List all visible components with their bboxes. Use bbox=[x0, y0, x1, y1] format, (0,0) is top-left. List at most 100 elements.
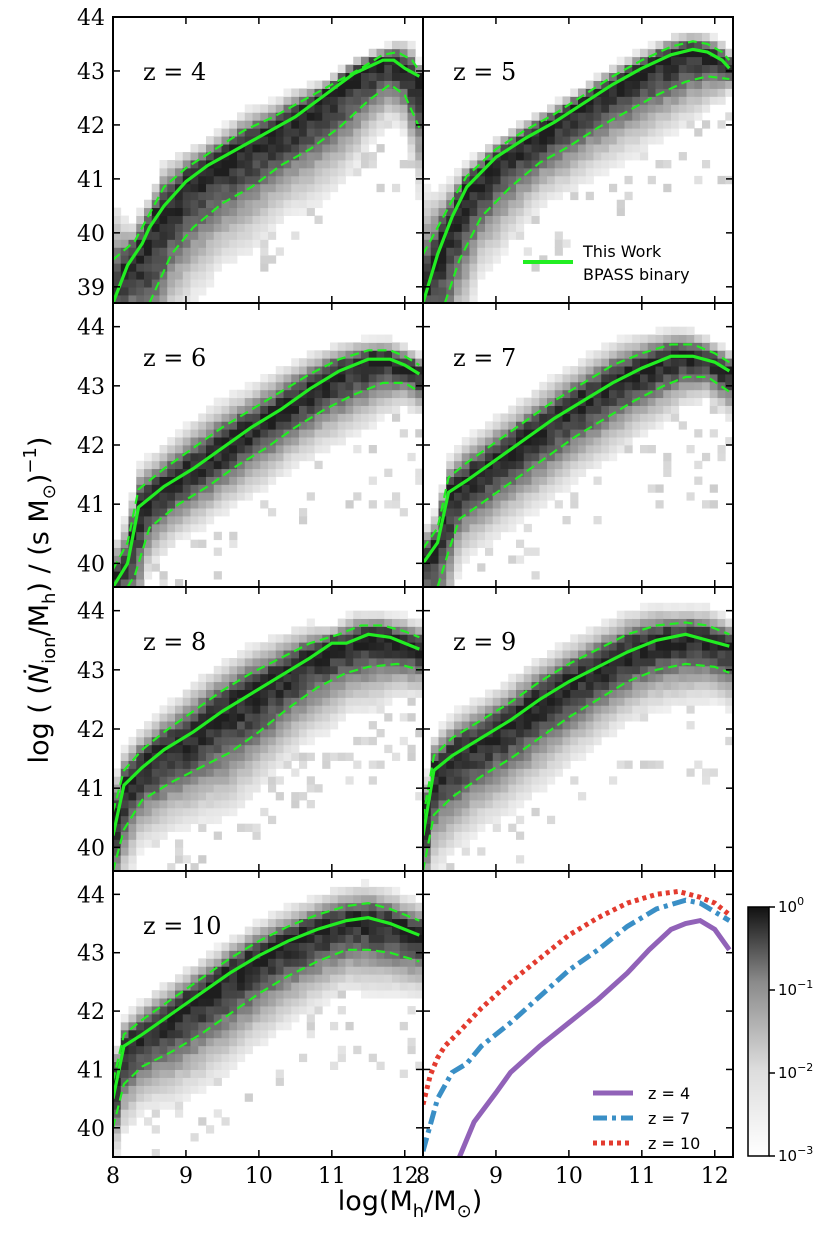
heatmap-cell bbox=[283, 926, 292, 935]
median-line bbox=[113, 58, 421, 303]
heatmap-cell bbox=[221, 429, 230, 438]
heatmap-cell bbox=[678, 334, 687, 343]
heatmap-cell bbox=[221, 689, 230, 698]
heatmap-cell bbox=[430, 223, 439, 232]
heatmap-cell bbox=[136, 752, 145, 761]
heatmap-cell bbox=[136, 998, 145, 1007]
heatmap-cell bbox=[384, 112, 393, 121]
heatmap-cell bbox=[128, 1021, 137, 1031]
heatmap-cell bbox=[547, 437, 556, 446]
heatmap-cell bbox=[671, 350, 680, 359]
heatmap-cell bbox=[198, 199, 207, 209]
heatmap-cell bbox=[182, 295, 191, 303]
heatmap-cell bbox=[640, 602, 649, 612]
heatmap-cell bbox=[407, 713, 416, 722]
heatmap-cell bbox=[221, 191, 230, 201]
heatmap-cell bbox=[554, 381, 563, 391]
heatmap-cell bbox=[159, 167, 168, 177]
heatmap-cell bbox=[500, 199, 509, 209]
heatmap-cell bbox=[407, 88, 416, 97]
heatmap-cell bbox=[616, 96, 625, 105]
heatmap-cell bbox=[438, 784, 447, 793]
heatmap-cell bbox=[322, 191, 331, 201]
heatmap-cell bbox=[322, 918, 331, 928]
heatmap-cell bbox=[446, 831, 455, 840]
heatmap-cell bbox=[120, 1037, 129, 1047]
heatmap-cell bbox=[291, 910, 300, 920]
heatmap-cell bbox=[113, 563, 122, 572]
heatmap-cell bbox=[144, 776, 153, 785]
heatmap-cell bbox=[461, 508, 470, 517]
heatmap-cell bbox=[725, 673, 733, 683]
heatmap-cell bbox=[182, 207, 191, 217]
heatmap-cell bbox=[399, 974, 408, 983]
heatmap-cell bbox=[345, 128, 354, 137]
heatmap-cell bbox=[523, 665, 532, 675]
heatmap-cell bbox=[237, 658, 246, 667]
heatmap-cell bbox=[539, 736, 548, 746]
heatmap-cell bbox=[291, 460, 300, 470]
heatmap-cell bbox=[477, 207, 486, 217]
heatmap-cell bbox=[252, 175, 261, 185]
heatmap-cell bbox=[477, 152, 486, 161]
heatmap-cell bbox=[113, 547, 122, 556]
median-line bbox=[113, 916, 420, 1099]
heatmap-cell bbox=[655, 136, 664, 145]
heatmap-cell bbox=[159, 476, 168, 485]
heatmap-cell bbox=[128, 736, 137, 746]
heatmap-cell bbox=[353, 492, 362, 501]
heatmap-cell bbox=[175, 476, 184, 485]
heatmap-cell bbox=[585, 175, 594, 185]
heatmap-cell bbox=[562, 681, 571, 690]
heatmap-cell bbox=[314, 397, 323, 406]
heatmap-cell bbox=[415, 673, 423, 683]
heatmap-cell bbox=[314, 966, 323, 975]
heatmap-cell bbox=[221, 760, 230, 769]
heatmap-cell bbox=[128, 1085, 137, 1094]
heatmap-cell bbox=[508, 705, 517, 714]
heatmap-cell bbox=[368, 160, 377, 169]
heatmap-cell bbox=[570, 191, 579, 201]
heatmap-cell bbox=[206, 998, 215, 1007]
heatmap-cell bbox=[368, 634, 377, 643]
heatmap-cell bbox=[275, 705, 284, 714]
heatmap-cell bbox=[283, 942, 292, 951]
heatmap-cell bbox=[531, 445, 540, 454]
heatmap-cell bbox=[337, 626, 346, 635]
heatmap-cell bbox=[275, 144, 284, 153]
heatmap-cell bbox=[322, 120, 331, 129]
heatmap-cell bbox=[306, 729, 315, 738]
heatmap-cell bbox=[275, 658, 284, 667]
heatmap-cell bbox=[299, 729, 308, 738]
heatmap-cell bbox=[190, 990, 199, 999]
heatmap-cell bbox=[167, 776, 176, 785]
heatmap-cell bbox=[167, 445, 176, 454]
heatmap-cell bbox=[151, 452, 160, 462]
heatmap-cell bbox=[554, 744, 563, 754]
heatmap-cell bbox=[562, 650, 571, 659]
heatmap-cell bbox=[244, 681, 253, 690]
heatmap-cell bbox=[361, 689, 370, 698]
heatmap-cell bbox=[345, 342, 354, 351]
y-tick-label: 43 bbox=[77, 659, 105, 684]
heatmap-cell bbox=[237, 160, 246, 169]
heatmap-cell bbox=[213, 247, 222, 256]
heatmap-cell bbox=[128, 223, 137, 232]
heatmap-cell bbox=[477, 437, 486, 446]
heatmap-cell bbox=[345, 974, 354, 983]
heatmap-cell bbox=[609, 413, 618, 422]
heatmap-cell bbox=[492, 784, 501, 793]
heatmap-cell bbox=[237, 934, 246, 943]
heatmap-cell bbox=[539, 112, 548, 121]
heatmap-cell bbox=[299, 760, 308, 769]
heatmap-cell bbox=[461, 215, 470, 224]
heatmap-cell bbox=[477, 231, 486, 240]
heatmap-cell bbox=[353, 88, 362, 97]
heatmap-cell bbox=[206, 144, 215, 153]
heatmap-cell bbox=[508, 437, 517, 446]
heatmap-cell bbox=[694, 32, 703, 42]
heatmap-cell bbox=[516, 492, 525, 501]
heatmap-cell bbox=[547, 104, 556, 113]
heatmap-cell bbox=[306, 437, 315, 446]
heatmap-cell bbox=[399, 56, 408, 66]
